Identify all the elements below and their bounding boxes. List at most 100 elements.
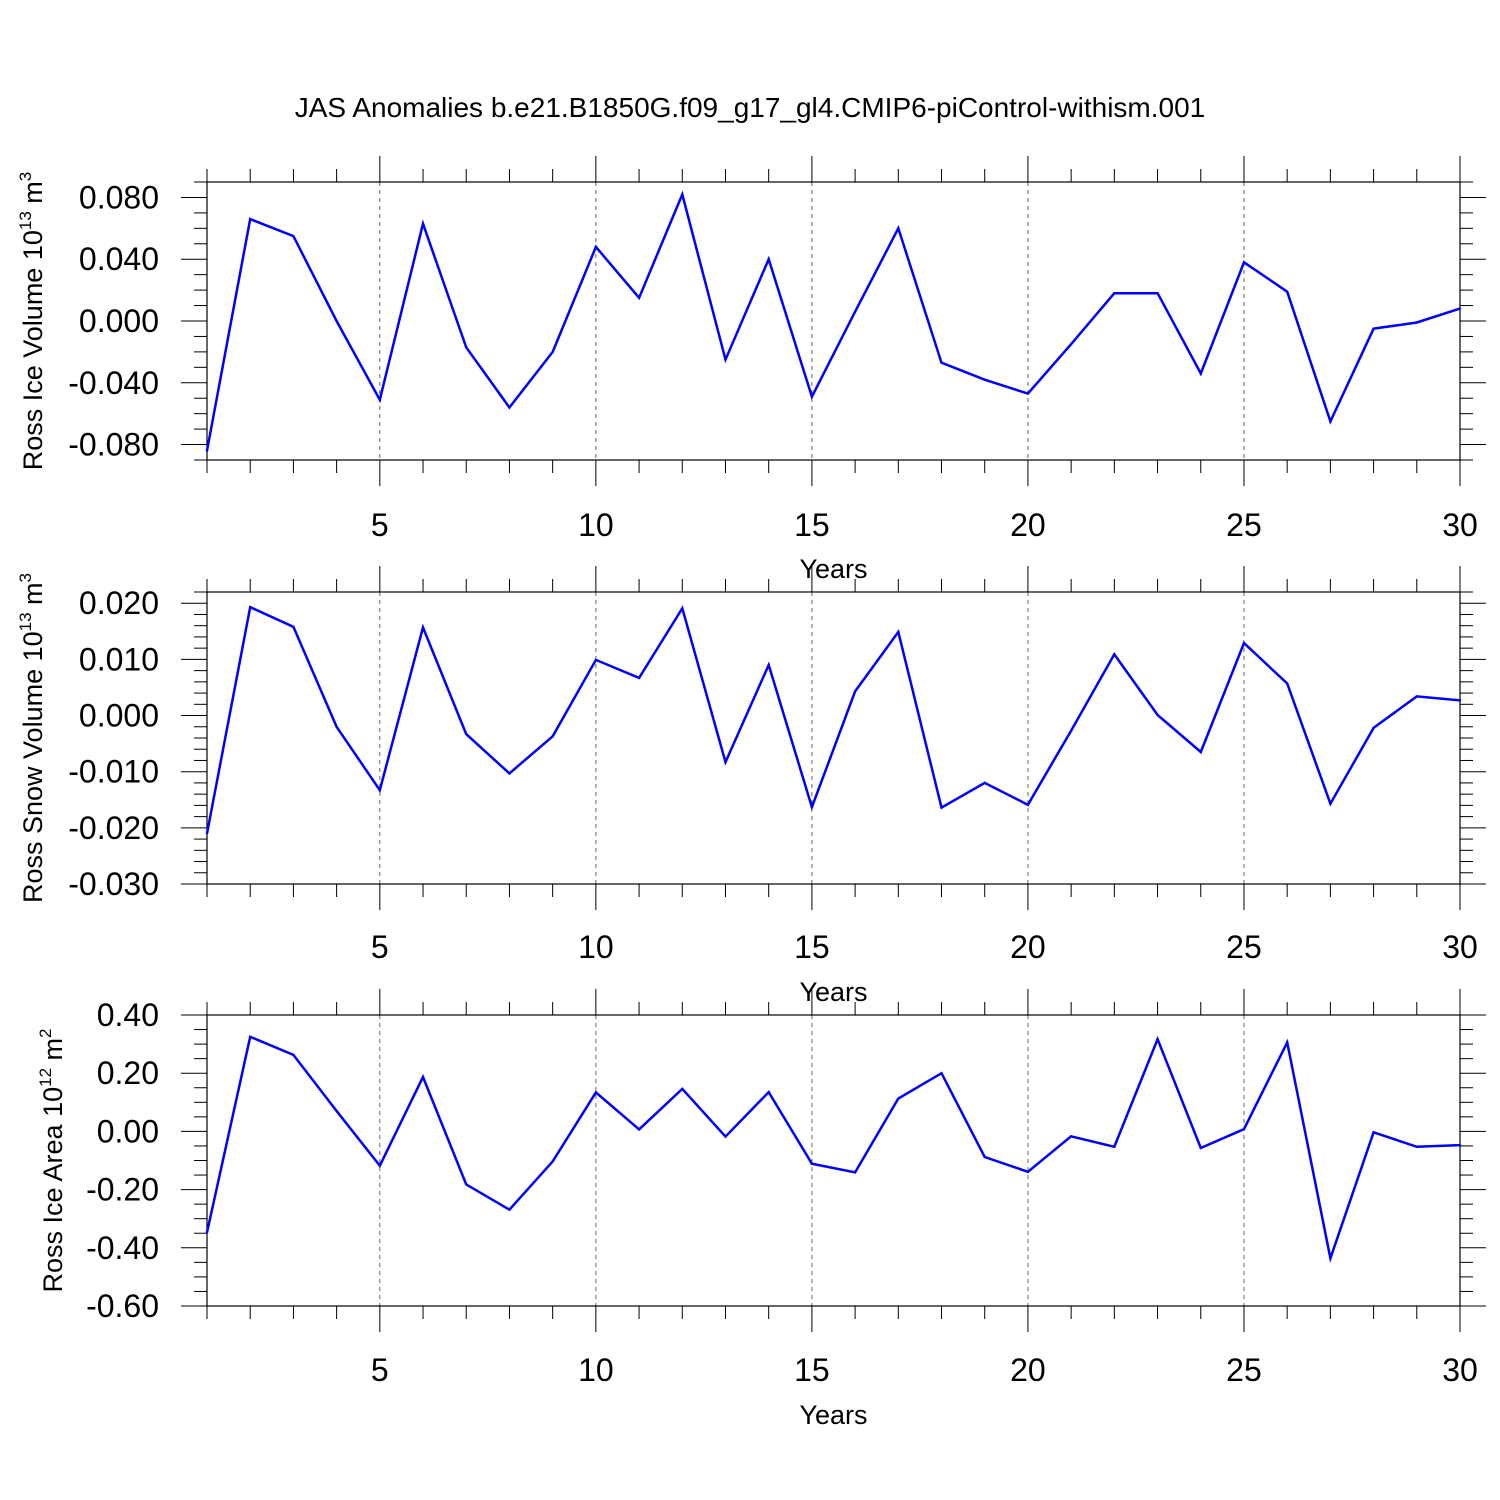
data-point — [292, 1053, 295, 1057]
x-axis-title: Years — [799, 1400, 867, 1430]
x-tick-label: 30 — [1442, 1352, 1478, 1388]
data-point — [378, 398, 382, 401]
data-point — [1199, 372, 1202, 375]
y-tick-label: 0.020 — [79, 585, 159, 621]
data-point — [508, 772, 511, 775]
data-point — [1329, 1257, 1332, 1260]
data-point — [1242, 641, 1246, 645]
x-tick-label: 20 — [1010, 929, 1046, 965]
data-point — [724, 1135, 727, 1138]
y-tick-label: 0.010 — [79, 641, 159, 677]
data-point — [1329, 802, 1332, 805]
data-point — [551, 1160, 554, 1163]
data-point — [205, 1231, 209, 1234]
data-point — [1026, 392, 1030, 395]
data-point — [1026, 803, 1030, 807]
data-point — [1242, 1127, 1246, 1131]
data-point — [1372, 1131, 1375, 1134]
data-point — [853, 310, 857, 313]
y-tick-label: -0.080 — [68, 427, 159, 463]
data-point — [335, 319, 338, 323]
data-point — [1458, 1143, 1462, 1147]
x-tick-label: 5 — [371, 929, 389, 965]
data-point — [594, 1091, 598, 1094]
data-point — [465, 346, 468, 349]
page-title: JAS Anomalies b.e21.B1850G.f09_g17_gl4.C… — [294, 92, 1206, 123]
data-point — [594, 245, 598, 249]
data-point — [637, 296, 641, 300]
series-line — [205, 1035, 1461, 1264]
data-point — [508, 406, 511, 409]
y-tick-label: -0.010 — [68, 754, 159, 790]
data-point — [205, 832, 209, 835]
x-tick-label: 25 — [1226, 507, 1262, 543]
data-point — [249, 605, 252, 609]
x-tick-label: 15 — [794, 507, 830, 543]
data-point — [810, 395, 814, 398]
data-point — [810, 805, 814, 809]
data-point — [897, 630, 900, 634]
plot-frame — [206, 1014, 1461, 1307]
data-point — [594, 658, 598, 662]
data-point — [249, 217, 252, 221]
data-point — [940, 806, 943, 809]
y-tick-label: 0.000 — [79, 698, 159, 734]
y-tick-label: -0.020 — [68, 810, 159, 846]
data-point — [1285, 290, 1289, 293]
data-point — [465, 1183, 468, 1186]
data-point — [1285, 682, 1289, 685]
data-point — [1069, 342, 1073, 346]
data-point — [1415, 1145, 1418, 1149]
series-line — [205, 190, 1461, 451]
data-point — [1113, 1145, 1116, 1149]
data-point — [1199, 750, 1202, 754]
x-axis-title: Years — [799, 977, 867, 1007]
x-tick-label: 5 — [371, 507, 389, 543]
data-point — [421, 222, 425, 225]
data-point — [940, 1072, 943, 1075]
plot-frame — [206, 591, 1461, 885]
data-point — [421, 1075, 425, 1079]
data-point — [1069, 1135, 1073, 1138]
data-point — [292, 625, 295, 629]
data-point — [378, 789, 382, 792]
x-tick-label: 25 — [1226, 1352, 1262, 1388]
x-tick-label: 20 — [1010, 1352, 1046, 1388]
data-point — [1372, 327, 1375, 330]
y-tick-label: -0.20 — [86, 1172, 159, 1208]
y-tick-label: 0.040 — [79, 241, 159, 277]
data-point — [1069, 729, 1073, 732]
data-point — [897, 227, 900, 230]
data-point — [1242, 261, 1246, 264]
data-point — [637, 1128, 641, 1131]
data-point — [1458, 307, 1462, 310]
data-point — [1329, 420, 1332, 423]
y-tick-label: -0.40 — [86, 1230, 159, 1266]
data-point — [1113, 653, 1116, 656]
y-tick-label: -0.60 — [86, 1288, 159, 1324]
data-point — [335, 1109, 338, 1113]
x-tick-label: 10 — [578, 507, 614, 543]
data-point — [940, 361, 943, 364]
data-point — [1113, 292, 1116, 295]
x-tick-label: 20 — [1010, 507, 1046, 543]
chart-panel-3: -0.60 -0.40 -0.20 0.00 0.20 0.40 5 10 15 20 25 30 Ye… — [36, 989, 1486, 1430]
series-line — [205, 605, 1461, 834]
y-axis-title: Ross Ice Volume 1013 m3 — [16, 172, 48, 471]
x-tick-label: 10 — [578, 929, 614, 965]
data-point — [465, 732, 468, 736]
y-tick-label: 0.00 — [97, 1113, 159, 1149]
data-point — [1415, 695, 1418, 698]
data-point — [292, 234, 295, 238]
data-point — [551, 735, 554, 738]
data-point — [767, 1090, 770, 1094]
data-point — [681, 607, 684, 610]
data-point — [681, 193, 684, 196]
data-point — [681, 1087, 684, 1091]
data-point — [853, 690, 857, 693]
data-point — [1372, 726, 1375, 730]
data-point — [1156, 1037, 1159, 1041]
y-tick-label: 0.000 — [79, 303, 159, 339]
chart-panel-1: -0.080 -0.040 0.000 0.040 0.080 5 10 15 20 25 30 Ye… — [16, 156, 1486, 584]
